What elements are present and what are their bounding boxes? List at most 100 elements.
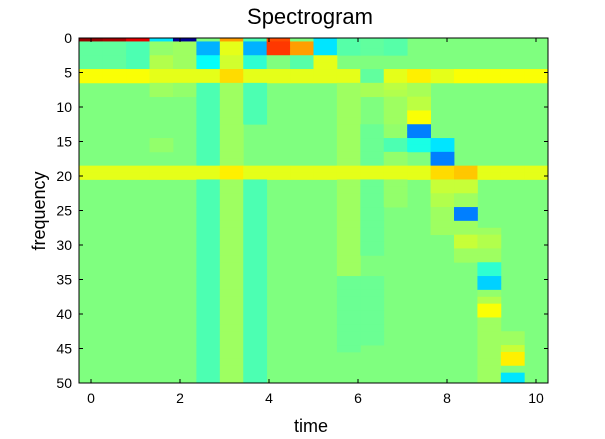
heatmap-cell bbox=[243, 358, 268, 367]
heatmap-cell bbox=[196, 365, 221, 374]
heatmap-cell bbox=[360, 317, 385, 325]
heatmap-cell bbox=[196, 69, 221, 77]
heatmap-cell bbox=[454, 200, 478, 208]
heatmap-cell bbox=[266, 69, 291, 77]
x-tick-label: 10 bbox=[528, 390, 544, 406]
heatmap-cell bbox=[243, 296, 268, 305]
heatmap-cell bbox=[454, 255, 478, 263]
heatmap-cell bbox=[477, 282, 502, 291]
heatmap-cell bbox=[336, 234, 361, 242]
heatmap-cell bbox=[196, 193, 221, 201]
heatmap-cell bbox=[477, 69, 502, 77]
heatmap-cell bbox=[243, 207, 268, 215]
heatmap-cell bbox=[290, 165, 314, 173]
heatmap-cell bbox=[290, 62, 314, 70]
heatmap-cell bbox=[196, 38, 221, 42]
heatmap-cell bbox=[290, 41, 314, 49]
y-tick-label: 10 bbox=[56, 99, 72, 115]
heatmap-cell bbox=[243, 262, 268, 270]
heatmap-cell bbox=[336, 172, 361, 180]
heatmap-cell bbox=[360, 310, 385, 318]
heatmap-cell bbox=[243, 269, 268, 277]
heatmap-cell bbox=[196, 55, 221, 63]
heatmap-cell bbox=[477, 234, 502, 242]
heatmap-cell bbox=[243, 372, 268, 380]
heatmap-cell bbox=[360, 41, 385, 49]
heatmap-cell bbox=[243, 310, 268, 318]
y-tick-label: 30 bbox=[56, 237, 72, 253]
heatmap-cell bbox=[336, 213, 361, 222]
heatmap-cell bbox=[500, 165, 525, 173]
heatmap-cell bbox=[219, 75, 244, 84]
heatmap-cell bbox=[477, 351, 502, 360]
heatmap-cell bbox=[290, 48, 314, 56]
heatmap-cell bbox=[383, 151, 408, 160]
heatmap-cell bbox=[102, 69, 127, 77]
heatmap-cell bbox=[336, 262, 361, 270]
heatmap-cell bbox=[477, 331, 502, 339]
heatmap-cell bbox=[219, 358, 244, 367]
heatmap-cell bbox=[266, 38, 291, 42]
heatmap-cell bbox=[477, 227, 502, 236]
heatmap-cell bbox=[196, 282, 221, 291]
heatmap-cell bbox=[149, 75, 174, 84]
heatmap-cell bbox=[383, 103, 408, 111]
heatmap-cell bbox=[360, 248, 385, 256]
heatmap-cell bbox=[243, 213, 268, 222]
heatmap-cell bbox=[336, 89, 361, 98]
heatmap-cell bbox=[219, 62, 244, 70]
heatmap-cell bbox=[336, 282, 361, 291]
heatmap-cell bbox=[196, 296, 221, 305]
heatmap-cell bbox=[313, 55, 338, 63]
heatmap-cell bbox=[430, 220, 455, 229]
heatmap-cell bbox=[500, 75, 525, 84]
heatmap-cell bbox=[360, 227, 385, 236]
heatmap-cell bbox=[219, 38, 244, 42]
heatmap-cell bbox=[336, 38, 361, 42]
heatmap-cell bbox=[196, 269, 221, 277]
heatmap-cell bbox=[360, 131, 385, 139]
heatmap-cell bbox=[219, 248, 244, 256]
heatmap-cell bbox=[336, 269, 361, 277]
heatmap-cell bbox=[336, 248, 361, 256]
heatmap-cell bbox=[219, 179, 244, 187]
heatmap-cell bbox=[219, 41, 244, 49]
heatmap-cell bbox=[219, 89, 244, 98]
heatmap-cell bbox=[477, 75, 502, 84]
heatmap-cell bbox=[196, 303, 221, 311]
heatmap-cell bbox=[313, 69, 338, 77]
heatmap-cell bbox=[102, 75, 127, 84]
heatmap-cell bbox=[336, 220, 361, 229]
heatmap-cell bbox=[196, 358, 221, 367]
heatmap-cell bbox=[477, 269, 502, 277]
heatmap-cell bbox=[383, 144, 408, 153]
heatmap-cell bbox=[243, 345, 268, 353]
heatmap-cell bbox=[383, 131, 408, 139]
heatmap-cell bbox=[266, 41, 291, 49]
heatmap-cell bbox=[266, 75, 291, 84]
heatmap-cell bbox=[149, 138, 174, 146]
heatmap-cell bbox=[383, 89, 408, 98]
heatmap-cell bbox=[219, 324, 244, 332]
heatmap-cell bbox=[219, 200, 244, 208]
heatmap-cell bbox=[430, 138, 455, 146]
heatmap-cell bbox=[79, 48, 104, 56]
heatmap-cell bbox=[430, 179, 455, 187]
x-tick-label: 4 bbox=[265, 390, 273, 406]
heatmap-cell bbox=[196, 89, 221, 98]
heatmap-cell bbox=[313, 41, 338, 49]
heatmap-cell bbox=[454, 241, 478, 249]
heatmap-cell bbox=[477, 379, 502, 384]
heatmap-cell bbox=[383, 48, 408, 56]
heatmap-cell bbox=[336, 144, 361, 153]
heatmap-cell bbox=[243, 351, 268, 360]
heatmap-cell bbox=[219, 255, 244, 263]
heatmap-cell bbox=[360, 138, 385, 146]
heatmap-cell bbox=[196, 255, 221, 263]
heatmap-cell bbox=[243, 200, 268, 208]
heatmap-cell bbox=[196, 248, 221, 256]
heatmap-cell bbox=[172, 41, 197, 49]
heatmap-cell bbox=[383, 158, 408, 167]
heatmap-cell bbox=[219, 289, 244, 298]
